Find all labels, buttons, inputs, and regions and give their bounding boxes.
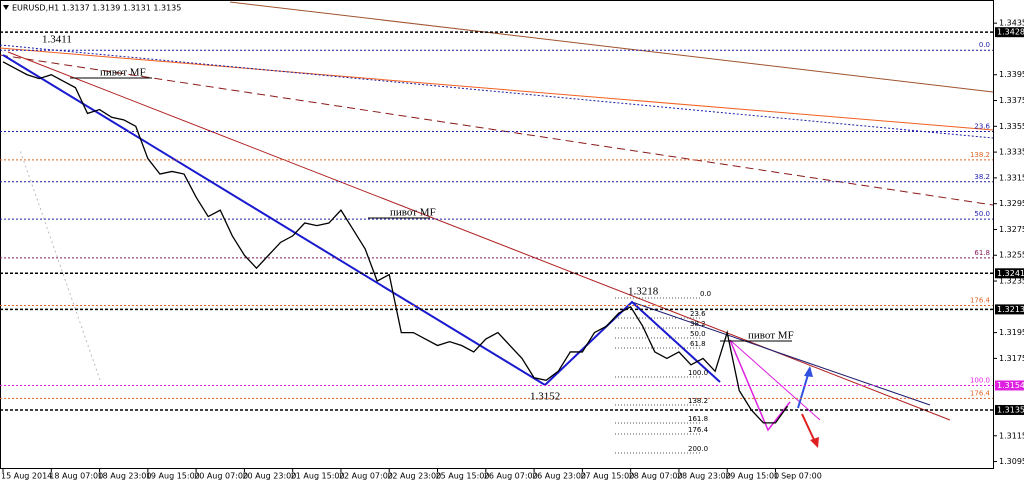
x-tick-label: 28 Aug 07:00	[629, 472, 683, 481]
fib-label: 61.8	[690, 340, 706, 348]
level-label: 176.4	[970, 297, 991, 305]
level-label: 50.0	[974, 210, 990, 218]
wave-line	[2, 54, 721, 387]
x-tick-label: 1 Sep 07:00	[773, 472, 821, 481]
x-tick-label: 29 Aug 15:00	[725, 472, 779, 481]
plot-frame	[0, 0, 994, 469]
fib-label: 200.0	[688, 445, 708, 453]
price-badge-label: 1.3241	[997, 269, 1024, 278]
price-badge-label: 1.3428	[997, 28, 1024, 37]
annotation: пивот MF	[100, 67, 146, 79]
x-tick-label: 20 Aug 23:00	[242, 472, 296, 481]
level-label: 0.0	[979, 41, 990, 49]
y-tick-label: 1.3115	[999, 431, 1024, 440]
y-tick-label: 1.3175	[999, 354, 1024, 363]
annotation: 1.3411	[42, 34, 72, 46]
fib-label: 0.0	[700, 290, 711, 298]
price-badge-label: 1.3154	[997, 381, 1024, 390]
y-tick-label: 1.3275	[999, 225, 1024, 234]
y-tick-label: 1.3335	[999, 148, 1024, 157]
x-tick-label: 18 Aug 07:00	[49, 472, 103, 481]
price-badge	[995, 404, 1024, 415]
annotation: 1.3152	[530, 391, 560, 403]
fib-label: 161.8	[688, 415, 708, 423]
y-tick-label: 1.3315	[999, 173, 1024, 182]
level-label: 38.2	[974, 173, 990, 181]
x-tick-label: 21 Aug 15:00	[291, 472, 345, 481]
trend-line	[631, 301, 931, 406]
wave-line	[729, 339, 791, 432]
trend-line	[229, 1, 994, 93]
x-tick-label: 20 Aug 07:00	[194, 472, 248, 481]
x-tick-label: 25 Aug 15:00	[436, 472, 490, 481]
x-tick-label: 22 Aug 23:00	[387, 472, 441, 481]
x-tick-label: 19 Aug 15:00	[146, 472, 200, 481]
price-badge	[995, 268, 1024, 279]
x-tick-label: 26 Aug 07:00	[484, 472, 538, 481]
y-tick-label: 1.3255	[999, 251, 1024, 260]
chart-title: EURUSD,H1 1.3137 1.3139 1.3131 1.3135	[12, 4, 181, 13]
price-badge-label: 1.3213	[997, 305, 1024, 314]
trend-line	[19, 149, 101, 381]
fib-label: 176.4	[688, 426, 709, 434]
price-badge-label: 1.3135	[997, 405, 1024, 414]
x-tick-label: 27 Aug 15:00	[580, 472, 634, 481]
trend-line	[0, 47, 994, 131]
price-badge	[995, 27, 1024, 38]
x-tick-label: 26 Aug 23:00	[532, 472, 586, 481]
annotation: пивот MF	[390, 207, 436, 219]
level-label: 138.2	[970, 151, 990, 159]
fib-label: 23.6	[690, 310, 706, 318]
x-tick-label: 15 Aug 2014	[1, 472, 52, 481]
price-line	[2, 61, 789, 424]
y-tick-label: 1.3235	[999, 277, 1024, 286]
fib-label: 38.2	[690, 320, 706, 328]
trend-lines	[0, 1, 994, 448]
y-tick-label: 1.3435	[999, 19, 1024, 28]
y-tick-label: 1.3095	[999, 457, 1024, 466]
fib-label: 138.2	[688, 397, 708, 405]
annotation: 1.3218	[628, 286, 659, 298]
level-label: 176.4	[970, 389, 991, 397]
x-tick-label: 22 Aug 07:00	[339, 472, 393, 481]
y-tick-label: 1.3395	[999, 70, 1024, 79]
arrow-head	[804, 366, 813, 377]
level-label: 100.0	[970, 376, 990, 384]
trend-line	[0, 54, 994, 206]
trend-line	[7, 51, 951, 421]
arrow-head	[810, 437, 819, 448]
fib-label: 50.0	[690, 330, 706, 338]
x-tick-label: 18 Aug 23:00	[98, 472, 152, 481]
fib-label: 100.0	[688, 369, 708, 377]
y-tick-label: 1.3195	[999, 328, 1024, 337]
price-badge	[995, 304, 1024, 315]
price-badge	[995, 380, 1024, 391]
y-tick-label: 1.3355	[999, 122, 1024, 131]
y-tick-label: 1.3375	[999, 96, 1024, 105]
trend-line	[729, 339, 821, 421]
annotation: пивот MF	[748, 330, 794, 342]
y-tick-label: 1.3295	[999, 199, 1024, 208]
level-label: 23.6	[974, 122, 990, 130]
level-label: 61.8	[974, 249, 990, 257]
x-tick-label: 28 Aug 23:00	[677, 472, 731, 481]
menu-arrow	[3, 5, 9, 10]
